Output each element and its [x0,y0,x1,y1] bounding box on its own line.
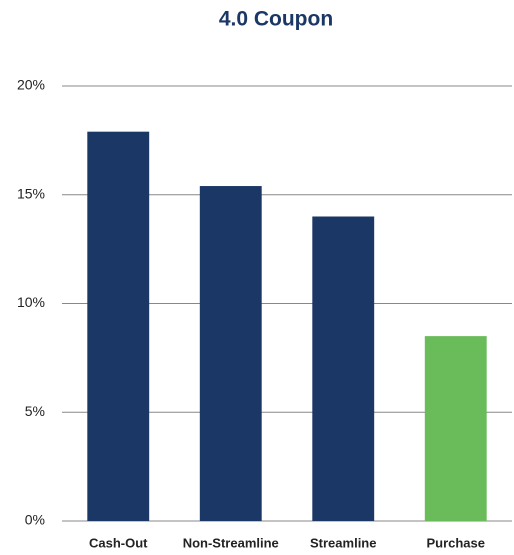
y-tick-label: 10% [17,294,45,310]
bar [199,186,262,522]
y-tick-label: 0% [25,512,45,528]
y-tick-label: 15% [17,185,45,201]
chart-title: 4.0 Coupon [219,8,333,31]
bar [312,216,375,521]
x-tick-label: Purchase [426,535,485,550]
y-tick-label: 20% [17,77,45,93]
x-tick-label: Non-Streamline [183,535,279,550]
bar [87,131,150,522]
x-tick-label: Streamline [310,535,376,550]
bar [424,336,487,521]
x-tick-label: Cash-Out [89,535,148,550]
y-tick-label: 5% [25,403,45,419]
